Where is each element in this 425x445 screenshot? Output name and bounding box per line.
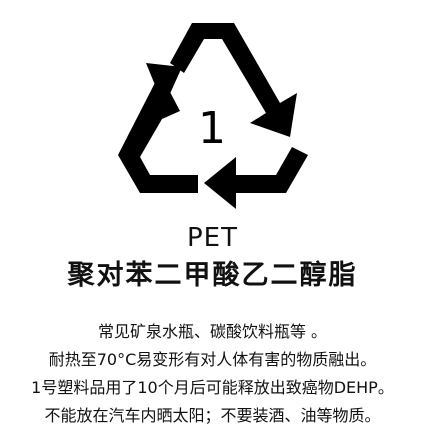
description-line: 常见矿泉水瓶、碳酸饮料瓶等 。: [97, 322, 328, 341]
recycling-triangle-icon: 1: [118, 23, 308, 209]
description-line: 不能放在汽车内晒太阳；不要装酒、油等物质。: [44, 406, 381, 425]
description-line: 耐热至70°C易变形有对人体有害的物质融出。: [48, 350, 377, 369]
description-list: 常见矿泉水瓶、碳酸饮料瓶等 。 耐热至70°C易变形有对人体有害的物质融出。 1…: [0, 318, 425, 430]
material-abbreviation: PET: [187, 223, 238, 253]
recycling-symbol: 1: [110, 15, 315, 215]
resin-code: 1: [198, 103, 226, 154]
material-full-name: 聚对苯二甲酸乙二醇脂: [67, 260, 358, 291]
description-line: 1号塑料品用了10个月后可能释放出致癌物DEHP。: [31, 378, 394, 397]
